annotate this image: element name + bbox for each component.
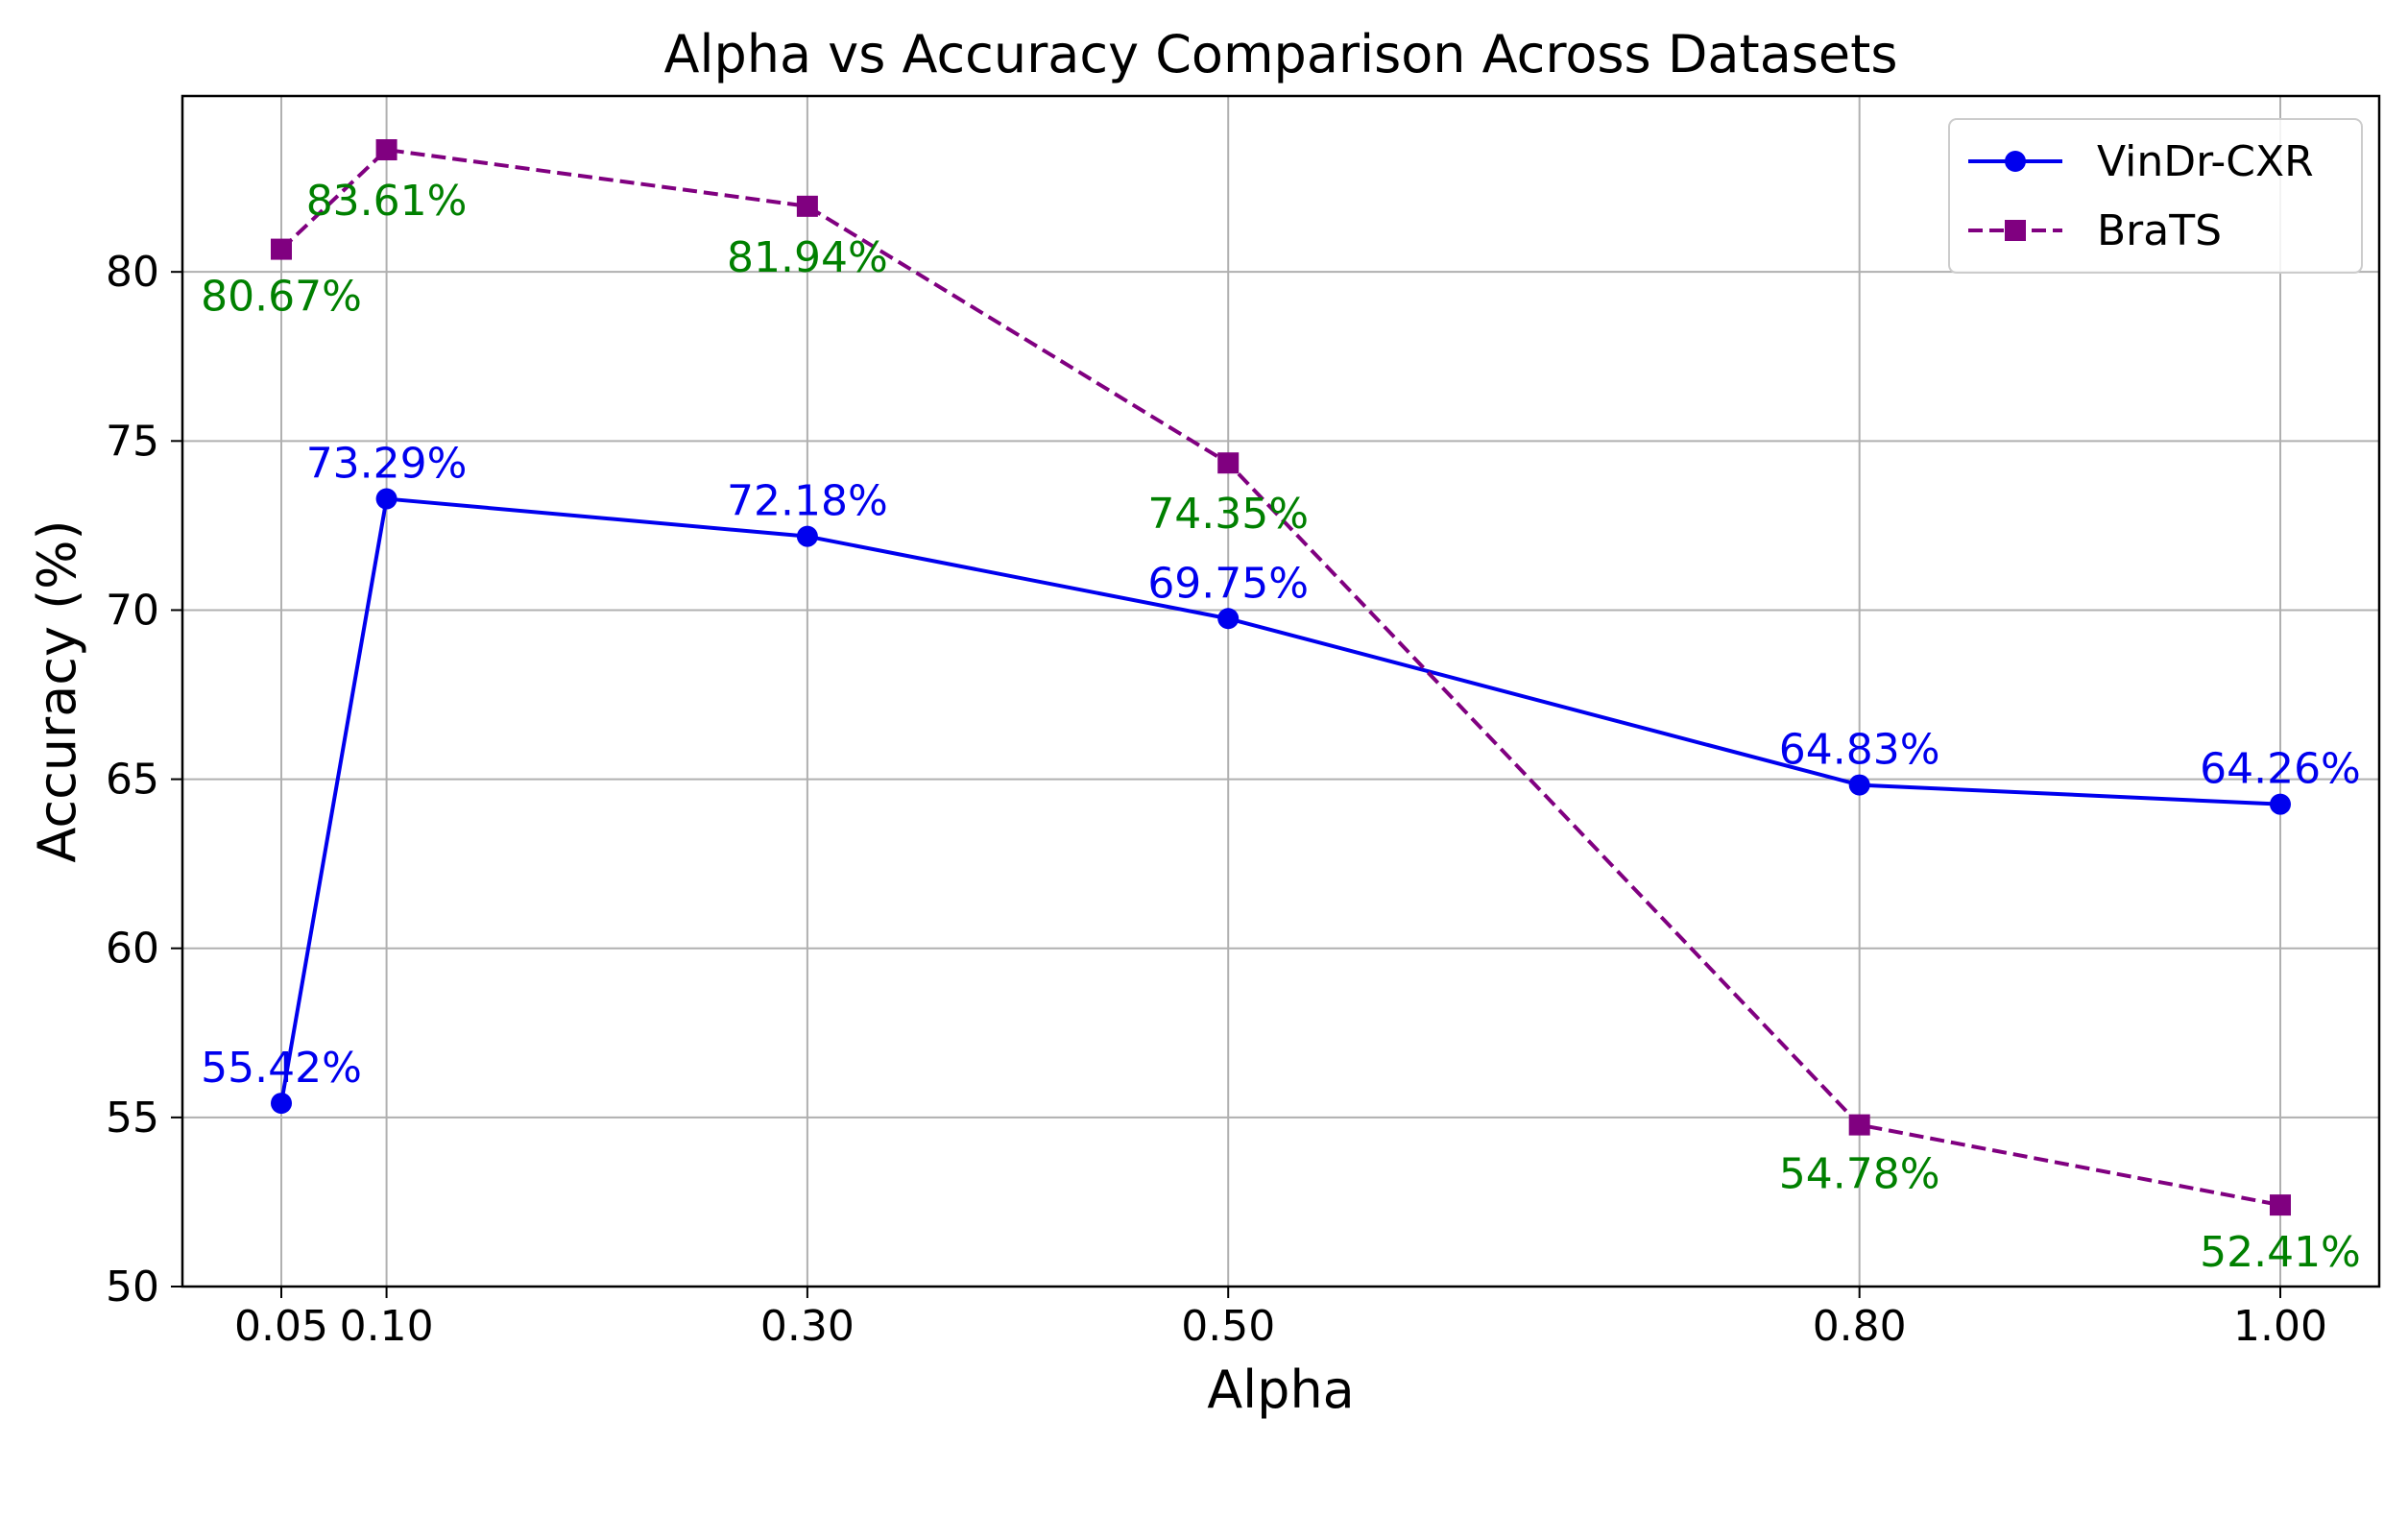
y-tick-label: 75: [106, 417, 159, 466]
y-tick-label: 80: [106, 248, 159, 297]
legend-label: VinDr-CXR: [2097, 137, 2314, 186]
data-label: 54.78%: [1779, 1150, 1940, 1199]
data-label: 52.41%: [2200, 1228, 2361, 1277]
legend-box: [1948, 118, 2363, 274]
data-label: 64.26%: [2200, 745, 2361, 794]
data-point: [796, 195, 818, 217]
data-point: [375, 488, 397, 510]
legend-marker: [2005, 220, 2026, 241]
y-axis: 50 55 60 65 70 75 80: [106, 248, 182, 1311]
data-label: 69.75%: [1147, 559, 1309, 608]
x-axis-label: Alpha: [1207, 1360, 1355, 1420]
data-label: 72.18%: [727, 477, 888, 526]
data-point: [271, 1093, 293, 1115]
legend-label: BraTS: [2097, 206, 2222, 255]
data-label: 55.42%: [201, 1044, 362, 1093]
series-line-brats: [279, 148, 2281, 1208]
data-point: [1848, 1114, 1870, 1136]
x-tick-label: 0.10: [340, 1302, 434, 1351]
chart-title: Alpha vs Accuracy Comparison Across Data…: [664, 24, 1898, 84]
y-tick-label: 70: [106, 586, 159, 635]
y-tick-label: 55: [106, 1094, 159, 1143]
x-tick-label: 0.80: [1813, 1302, 1907, 1351]
plot-frame: [181, 94, 2381, 1288]
data-label: 81.94%: [727, 233, 888, 282]
data-point: [796, 525, 818, 547]
data-point: [2269, 793, 2291, 815]
data-label: 80.67%: [201, 273, 362, 322]
data-label: 83.61%: [306, 177, 468, 226]
data-point: [1217, 608, 1240, 630]
data-point: [375, 139, 397, 161]
data-label: 73.29%: [306, 440, 468, 489]
data-point: [1217, 452, 1240, 474]
data-point: [2269, 1194, 2291, 1216]
y-tick-label: 65: [106, 756, 159, 805]
legend-marker: [2005, 151, 2026, 172]
x-tick-label: 0.50: [1181, 1302, 1275, 1351]
x-axis: 0.05 0.10 0.30 0.50 0.80 1.00: [234, 1287, 2327, 1351]
legend: VinDr-CXR BraTS: [1948, 118, 2363, 274]
y-tick-label: 60: [106, 925, 159, 974]
series-layer: [271, 139, 2291, 1216]
x-tick-label: 0.05: [234, 1302, 328, 1351]
y-tick-label: 50: [106, 1263, 159, 1311]
x-tick-label: 0.30: [760, 1302, 855, 1351]
data-labels: 55.42% 73.29% 72.18% 69.75% 64.83% 64.26% 80.6…: [201, 177, 2361, 1277]
data-label: 64.83%: [1779, 726, 1940, 775]
series-line-vindr-cxr: [279, 496, 2281, 1104]
data-label: 74.35%: [1147, 490, 1309, 539]
y-axis-label: Accuracy (%): [27, 519, 87, 862]
data-point: [1848, 774, 1870, 796]
data-point: [271, 238, 293, 260]
x-tick-label: 1.00: [2233, 1302, 2327, 1351]
